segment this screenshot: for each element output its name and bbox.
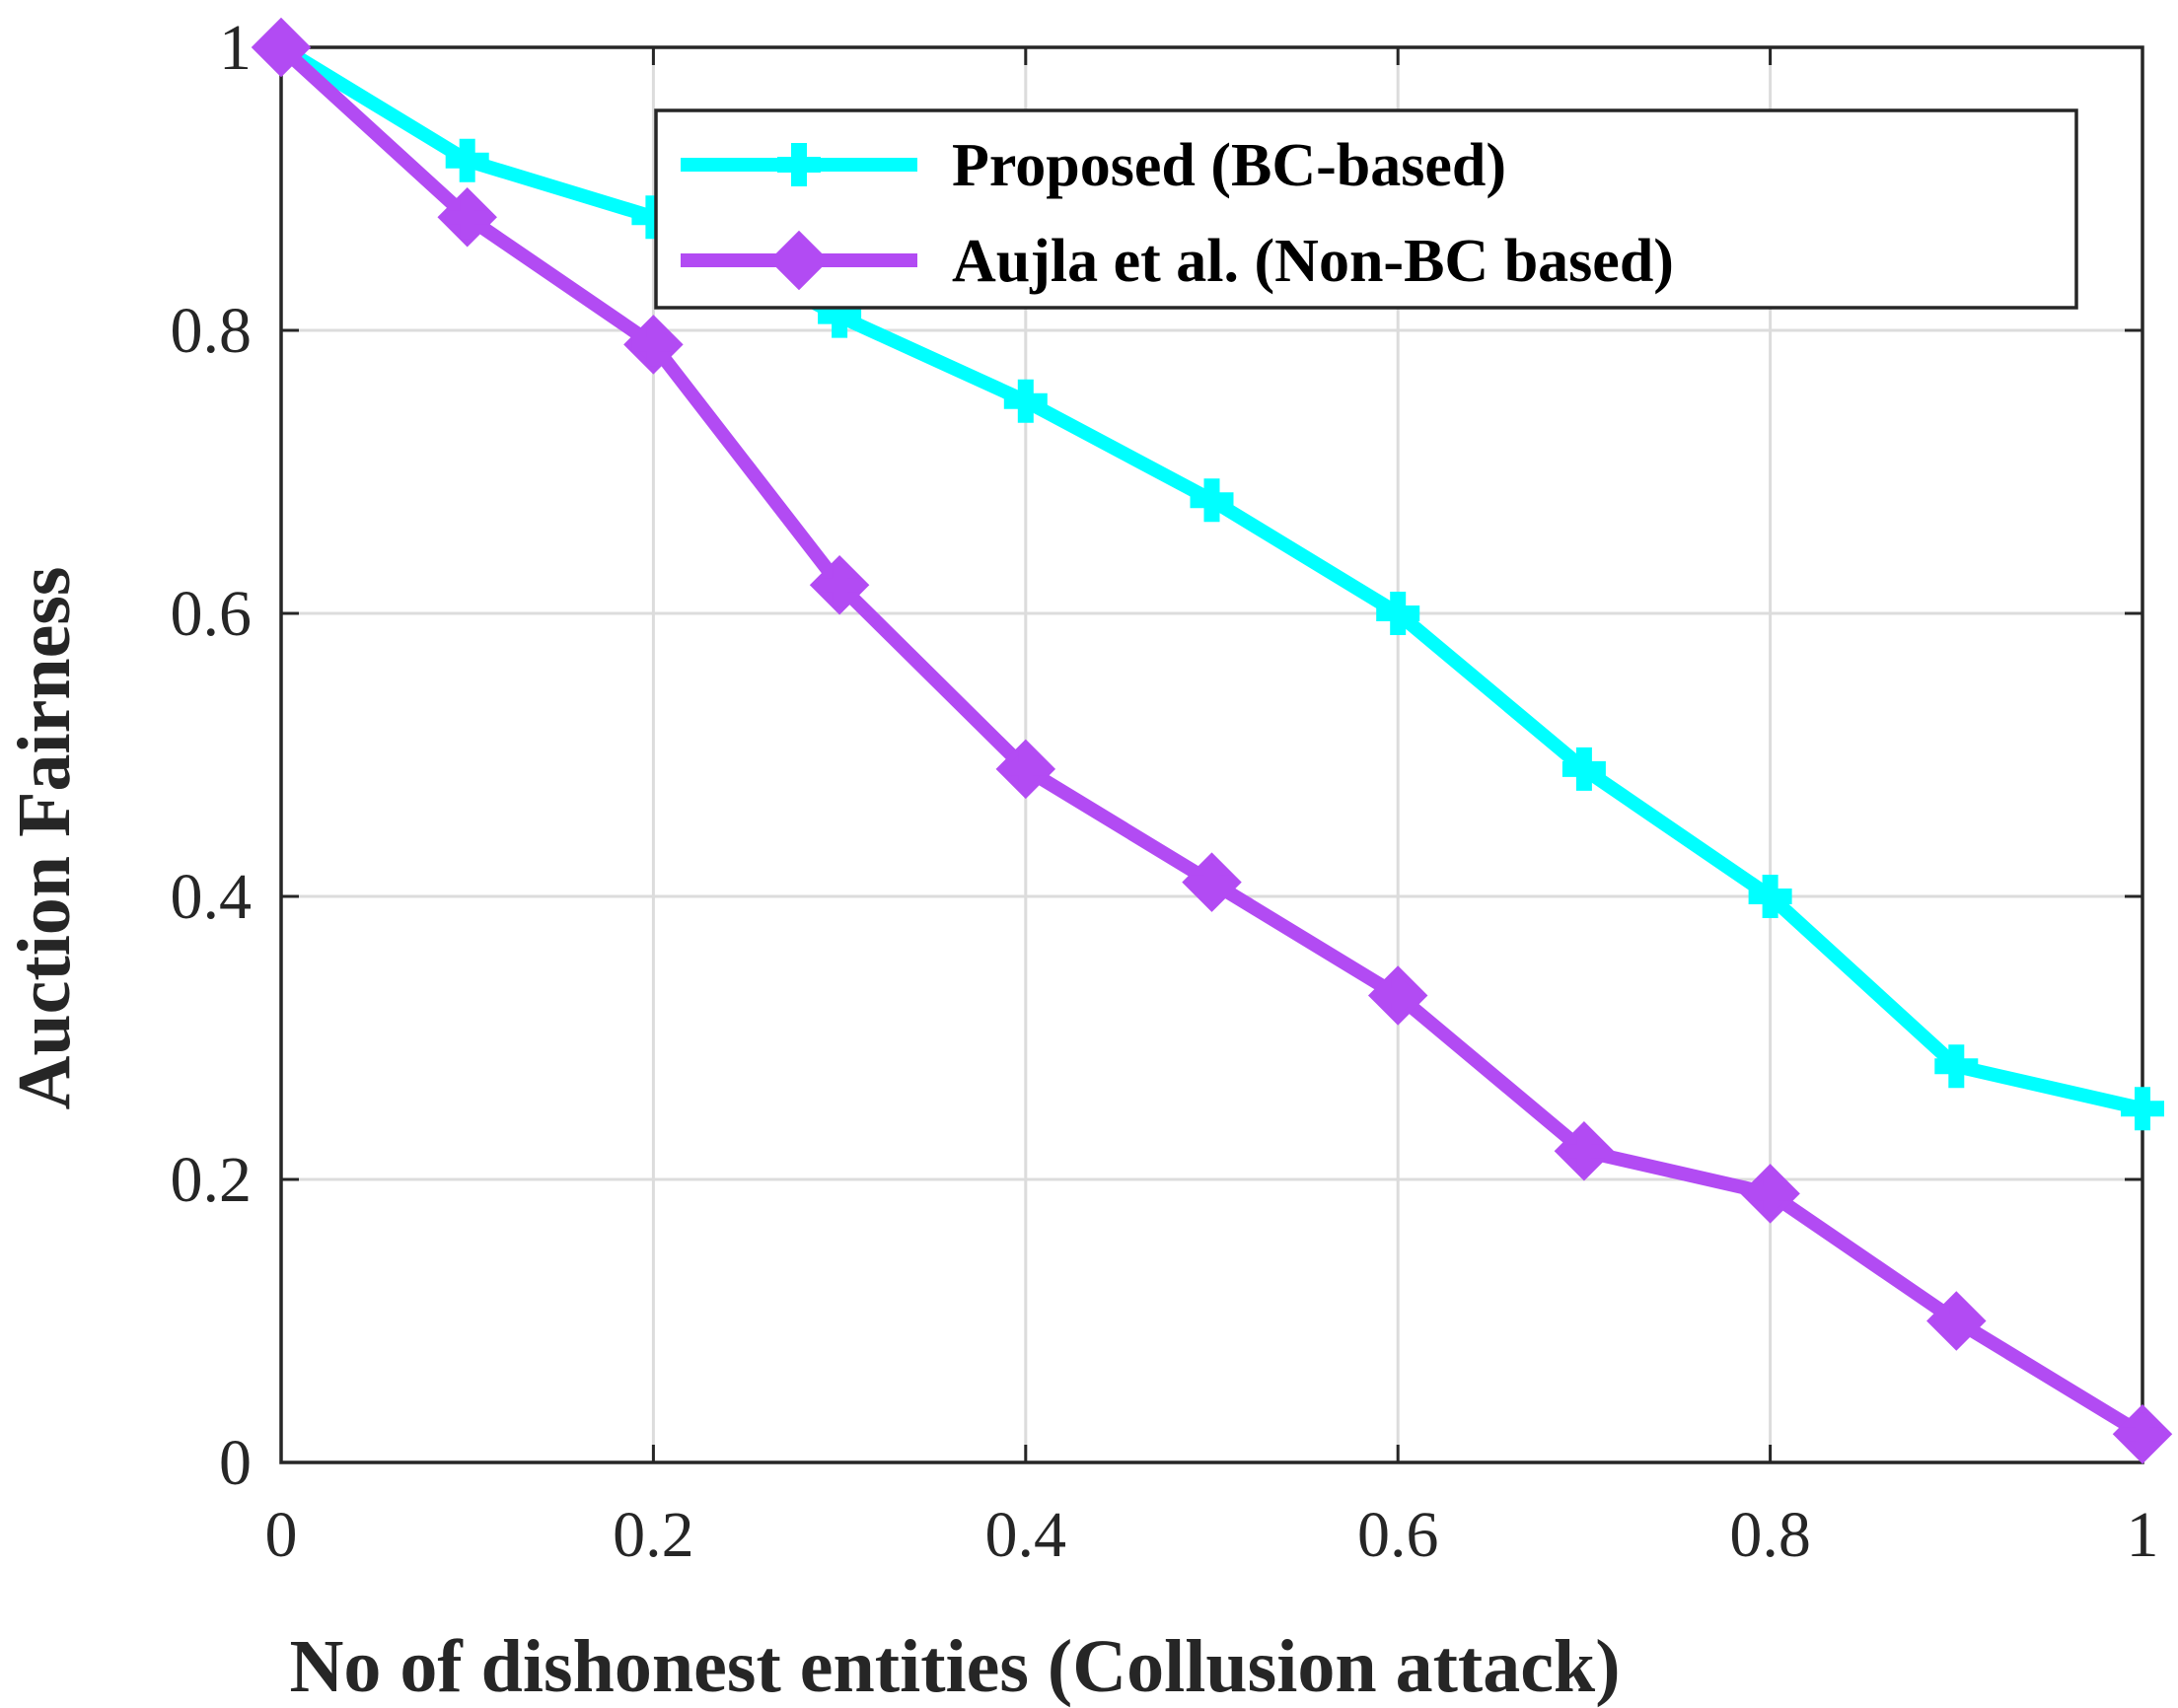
y-axis-title: Auction Fairness — [3, 567, 86, 1110]
x-tick-label: 0.2 — [613, 1499, 694, 1571]
data-point-cross — [1934, 1299, 1979, 1343]
y-tick-label: 0.6 — [171, 578, 253, 650]
data-point-cross — [1003, 747, 1048, 791]
axes: 0 0.2 0.4 0.6 0.8 1 0 0.2 0.4 0.6 0.8 1 — [171, 12, 2159, 1571]
data-point-cross — [1190, 860, 1234, 904]
data-point — [445, 138, 489, 182]
series-layer — [251, 17, 2173, 1464]
data-point-cross — [631, 322, 676, 367]
y-tick-label: 0 — [219, 1427, 252, 1499]
legend-label: Aujla et al. (Non-BC based) — [952, 228, 1674, 295]
data-point-cross — [259, 26, 303, 69]
x-tick-label: 1 — [2127, 1499, 2159, 1571]
legend: Proposed (BC-based) Aujla et al. (Non-BC … — [654, 108, 2078, 310]
data-point — [2121, 1087, 2164, 1131]
legend-marker-cross — [777, 239, 821, 282]
data-point-cross — [818, 563, 862, 607]
x-tick-label: 0.8 — [1729, 1499, 1811, 1571]
legend-marker — [777, 143, 821, 186]
data-point — [1934, 1044, 1979, 1089]
x-axis-title: No of dishonest entities (Collusion atta… — [289, 1625, 1620, 1708]
x-tick-label: 0.6 — [1357, 1499, 1439, 1571]
series-1 — [259, 26, 2164, 1131]
x-tick-label: 0.4 — [985, 1499, 1067, 1571]
series-2 — [251, 17, 2173, 1464]
data-point-cross — [2121, 1412, 2164, 1457]
legend-box — [654, 108, 2078, 310]
y-tick-label: 0.2 — [171, 1144, 253, 1216]
data-point — [1190, 478, 1234, 523]
x-tick-label: 0 — [265, 1499, 298, 1571]
data-point-cross — [1561, 1129, 1606, 1174]
data-point — [1376, 592, 1420, 635]
data-point — [1561, 747, 1606, 791]
legend-label: Proposed (BC-based) — [952, 132, 1506, 199]
data-point — [1748, 875, 1792, 918]
y-tick-label: 1 — [219, 12, 252, 84]
plot-frame — [279, 45, 2144, 1464]
y-tick-label: 0.8 — [171, 295, 253, 367]
data-point-cross — [445, 195, 489, 240]
data-point-cross — [1376, 973, 1420, 1018]
y-tick-label: 0.4 — [171, 861, 253, 933]
data-point — [1003, 379, 1048, 423]
data-point-cross — [1748, 1172, 1792, 1216]
